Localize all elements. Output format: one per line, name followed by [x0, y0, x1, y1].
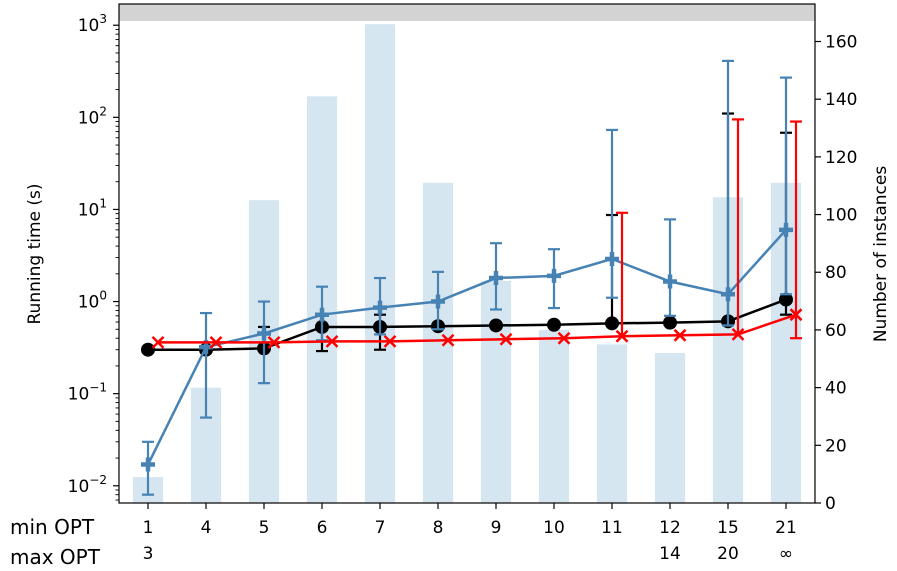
data-point — [789, 308, 803, 322]
instance-bar — [364, 24, 396, 503]
data-point — [151, 336, 165, 349]
data-point — [325, 334, 339, 348]
x-tick-label-min: 5 — [259, 518, 270, 538]
instance-bar — [422, 182, 454, 503]
data-point — [383, 334, 397, 348]
instance-bar — [596, 344, 628, 503]
data-point — [547, 317, 561, 332]
x-tick-label-min: 6 — [317, 518, 328, 538]
data-point — [779, 222, 793, 237]
series-plus — [141, 59, 793, 496]
axis-ticks: 10−210−110010110210302040608010012014016… — [68, 12, 858, 564]
x-tick-label-min: 10 — [543, 518, 565, 538]
series-line — [146, 229, 787, 466]
y-tick-label-right: 160 — [825, 32, 857, 52]
x-tick-label-min: 12 — [659, 518, 681, 538]
data-point — [141, 457, 155, 472]
y-tick-label-left: 10−2 — [68, 473, 107, 497]
data-point — [441, 333, 455, 347]
data-point — [373, 300, 387, 315]
data-point — [257, 326, 271, 341]
y-tick-label-left: 101 — [78, 196, 107, 220]
x-tick-label-min: 8 — [433, 518, 444, 538]
series-x — [151, 118, 803, 349]
x-tick-label-max: 3 — [143, 544, 154, 564]
x-tick-label-min: 4 — [201, 518, 212, 538]
y-tick-label-left: 102 — [78, 104, 107, 128]
runtime-series — [141, 59, 803, 496]
x-tick-label-min: 11 — [601, 518, 623, 538]
data-point — [779, 292, 793, 307]
y-tick-label-right: 0 — [825, 494, 836, 514]
instance-count-bars — [132, 24, 802, 504]
data-point — [431, 294, 445, 309]
row-label-max-opt: max OPT — [10, 545, 101, 569]
x-tick-label-min: 9 — [491, 518, 502, 538]
data-point — [499, 332, 513, 346]
data-point — [141, 342, 155, 357]
data-point — [267, 336, 281, 349]
y-tick-label-left: 100 — [78, 289, 107, 313]
plot-frame — [118, 3, 816, 504]
instance-bar — [654, 353, 686, 503]
y-tick-label-right: 120 — [825, 148, 857, 168]
data-point — [605, 251, 619, 266]
x-tick-label-min: 7 — [375, 518, 386, 538]
data-point — [615, 329, 629, 343]
y-axis-label-right: Number of instances — [871, 166, 891, 343]
y-tick-label-right: 20 — [825, 436, 847, 456]
series-line — [158, 313, 797, 344]
y-axis-label-left: Running time (s) — [25, 184, 45, 325]
data-point — [557, 331, 571, 345]
y-tick-label-left: 103 — [78, 12, 107, 36]
data-point — [315, 307, 329, 322]
y-tick-label-right: 140 — [825, 90, 857, 110]
y-tick-label-right: 40 — [825, 379, 847, 399]
data-point — [663, 315, 677, 330]
y-tick-label-right: 80 — [825, 263, 847, 283]
data-point — [605, 316, 619, 331]
x-tick-label-max: 14 — [659, 544, 681, 564]
x-tick-label-max: ∞ — [779, 544, 793, 564]
data-point — [209, 336, 223, 349]
data-point — [547, 268, 561, 283]
instance-bar — [480, 280, 512, 503]
row-label-min-opt: min OPT — [10, 515, 95, 539]
data-point — [673, 328, 687, 342]
data-point — [489, 318, 503, 333]
data-point — [731, 328, 745, 341]
x-tick-label-min: 1 — [143, 518, 154, 538]
data-point — [721, 287, 735, 302]
x-tick-label-max: 20 — [717, 544, 739, 564]
x-tick-label-min: 21 — [775, 518, 797, 538]
series-line — [148, 298, 787, 351]
instance-bar — [538, 329, 570, 503]
y-tick-label-right: 100 — [825, 206, 857, 226]
top-band — [119, 4, 815, 21]
series-circle — [141, 112, 793, 357]
x-tick-label-min: 15 — [717, 518, 739, 538]
y-tick-label-left: 10−1 — [68, 381, 107, 405]
y-tick-label-right: 60 — [825, 321, 847, 341]
data-point — [489, 271, 503, 286]
data-point — [663, 274, 677, 289]
